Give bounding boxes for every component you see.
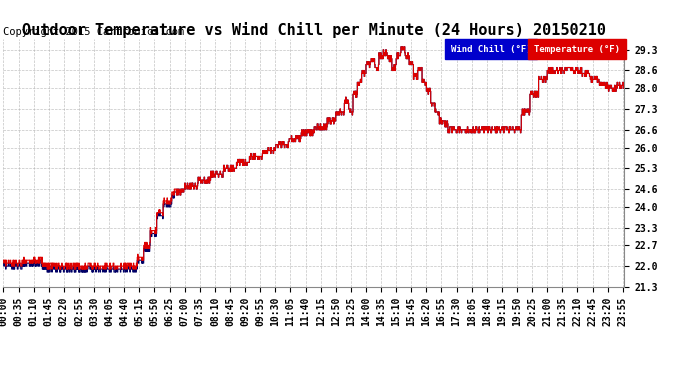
Legend: Wind Chill (°F), Temperature (°F): Wind Chill (°F), Temperature (°F) [448,44,620,54]
Title: Outdoor Temperature vs Wind Chill per Minute (24 Hours) 20150210: Outdoor Temperature vs Wind Chill per Mi… [22,22,606,38]
Text: Copyright 2015 Cartronics.com: Copyright 2015 Cartronics.com [3,27,185,37]
